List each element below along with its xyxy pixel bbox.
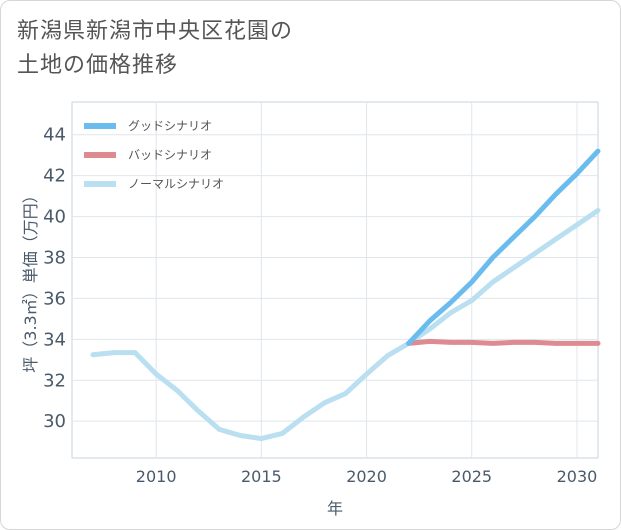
legend-label: ノーマルシナリオ — [128, 177, 224, 191]
x-tick-label: 2020 — [346, 467, 387, 486]
x-tick-label: 2025 — [451, 467, 492, 486]
chart-title-line-1: 新潟県新潟市中央区花園の — [17, 19, 294, 44]
y-axis-label: 坪（3.3㎡）単価（万円） — [21, 187, 40, 372]
x-tick-label: 2010 — [136, 467, 177, 486]
legend-label: バッドシナリオ — [128, 148, 212, 162]
series-line-3 — [90, 207, 601, 442]
x-tick-label: 2015 — [241, 467, 282, 486]
x-axis-label: 年 — [327, 499, 343, 518]
y-tick-label: 38 — [43, 247, 66, 268]
y-tick-label: 44 — [43, 125, 66, 146]
y-tick-label: 30 — [43, 411, 66, 432]
legend-label: グッドシナリオ — [128, 119, 212, 133]
y-tick-label: 34 — [43, 329, 66, 350]
y-tick-label: 32 — [43, 370, 66, 391]
y-tick-label: 40 — [43, 207, 66, 228]
series-line-2 — [406, 338, 601, 346]
series-line-1 — [406, 148, 601, 346]
chart-title-line-2: 土地の価格推移 — [17, 53, 179, 78]
y-tick-label: 36 — [43, 288, 66, 309]
y-tick-label: 42 — [43, 166, 66, 187]
x-tick-label: 2030 — [557, 467, 598, 486]
chart-title: 新潟県新潟市中央区花園の 土地の価格推移 — [17, 15, 293, 83]
